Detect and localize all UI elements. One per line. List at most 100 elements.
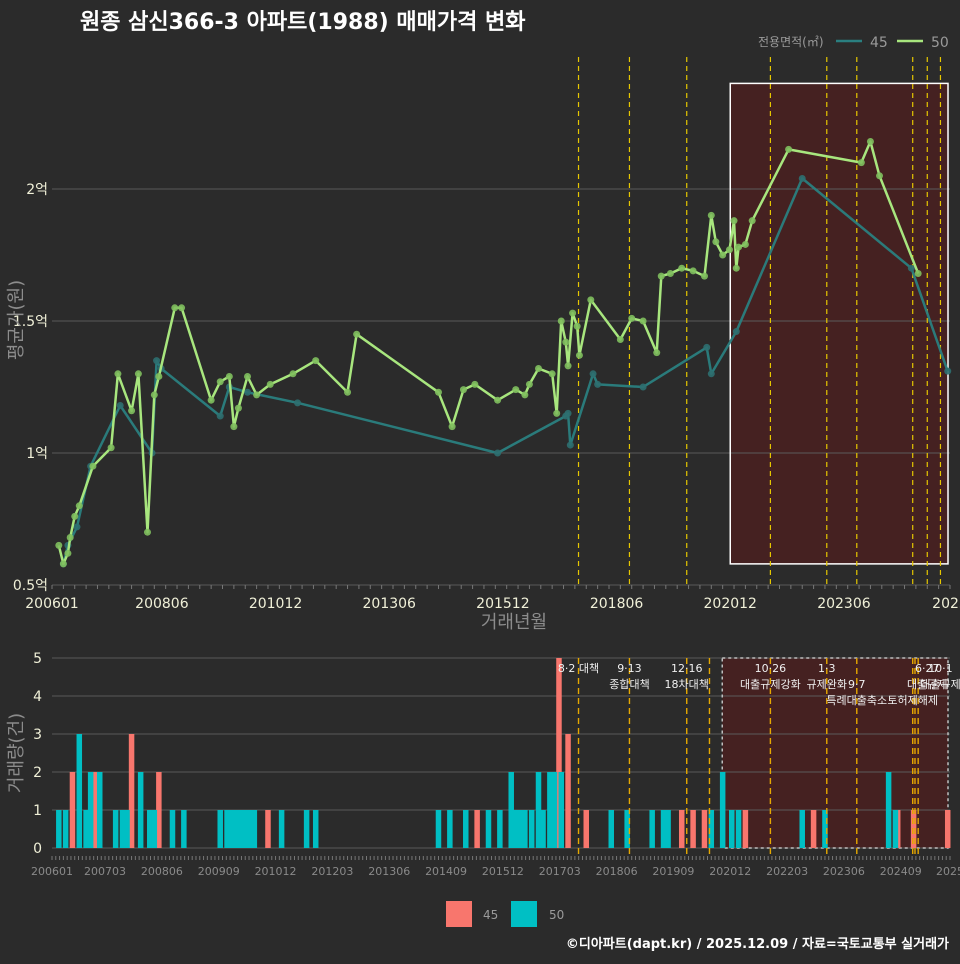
volume-bar-50: [799, 810, 805, 848]
data-point-50: [448, 423, 456, 431]
volume-bar-50: [508, 772, 514, 848]
data-point-50: [128, 407, 136, 415]
policy-annotation: 토허제해제: [887, 693, 938, 707]
volume-bar-50: [892, 810, 899, 848]
data-point-50: [71, 512, 79, 520]
data-point-50: [725, 246, 733, 254]
policy-annotation: 10·26: [755, 662, 787, 675]
legend-label-50: 50: [931, 35, 949, 51]
data-point-45: [732, 328, 740, 336]
data-point-50: [114, 370, 122, 378]
data-point-50: [857, 159, 865, 167]
volume-bar-50: [151, 810, 158, 848]
volume-bar-50: [547, 772, 553, 848]
data-point-45: [703, 343, 711, 351]
volume-bar-50: [119, 810, 126, 848]
volume-bar-50: [87, 772, 94, 848]
volume-bar-45: [810, 810, 817, 848]
x-tick-label: 201512: [476, 596, 529, 612]
data-point-50: [266, 380, 274, 388]
volume-bar-50: [224, 810, 230, 848]
bar-x-tick-label: 200909: [198, 865, 240, 878]
x-tick-label: 201012: [249, 596, 302, 612]
data-point-45: [116, 401, 124, 409]
legend-label-45: 45: [870, 35, 888, 51]
data-point-50: [525, 380, 533, 388]
bar-x-tick-label: 202409: [880, 865, 922, 878]
volume-bar-45: [128, 734, 135, 848]
bar-y-tick-label: 1: [33, 803, 42, 819]
legend-bar-label-45: 45: [483, 908, 498, 922]
volume-bar-50: [76, 734, 83, 848]
volume-bar-50: [278, 810, 285, 848]
bar-x-tick-label: 201512: [482, 865, 524, 878]
bar-x-tick-label: 200601: [31, 865, 73, 878]
data-point-50: [573, 322, 581, 330]
data-point-50: [700, 272, 708, 280]
volume-bar-50: [124, 810, 130, 848]
legend-bar-swatch-50: [511, 901, 537, 927]
data-point-50: [562, 338, 570, 346]
volume-bar-50: [147, 810, 153, 848]
data-point-45: [564, 409, 572, 417]
bar-y-tick-label: 5: [33, 651, 42, 667]
volume-bar-50: [719, 772, 726, 848]
data-point-50: [434, 388, 442, 396]
data-point-50: [557, 317, 565, 325]
volume-bar-50: [513, 810, 519, 848]
legend-bar-label-50: 50: [549, 908, 564, 922]
volume-bar-45: [92, 772, 98, 848]
volume-bar-50: [242, 810, 248, 848]
volume-bar-50: [649, 810, 655, 848]
data-point-50: [564, 362, 572, 370]
data-point-50: [535, 365, 543, 373]
x-tick-label: 200601: [25, 596, 78, 612]
data-point-45: [294, 399, 302, 407]
x-tick-label: 202012: [704, 596, 757, 612]
volume-bar-50: [517, 810, 524, 848]
data-point-45: [73, 523, 81, 531]
volume-bar-45: [265, 810, 271, 848]
data-point-45: [907, 264, 915, 272]
bar-highlight-border: [721, 657, 949, 849]
data-point-50: [653, 349, 661, 357]
bar-x-tick-label: 201306: [368, 865, 410, 878]
bar-highlight-region: [722, 658, 948, 848]
bar-x-tick-label: 201909: [652, 865, 694, 878]
bar-x-tick-label: 201806: [596, 865, 638, 878]
volume-bar-50: [535, 772, 542, 848]
volume-bar-50: [463, 810, 469, 848]
data-point-50: [494, 396, 502, 404]
volume-bar-50: [885, 772, 892, 848]
data-point-50: [134, 370, 142, 378]
data-point-45: [589, 370, 597, 378]
volume-bar-50: [137, 772, 144, 848]
bar-y-tick-label: 2: [33, 765, 42, 781]
volume-bar-50: [624, 810, 630, 848]
data-point-50: [207, 396, 215, 404]
y-tick-label: 1억: [26, 446, 48, 462]
data-point-50: [741, 240, 749, 248]
x-tick-label: 2025: [932, 596, 960, 612]
bar-x-tick-label: 202012: [709, 865, 751, 878]
data-point-50: [471, 380, 479, 388]
volume-bar-50: [112, 810, 119, 848]
data-point-50: [587, 296, 595, 304]
bar-y-axis-title: 거래량(건): [6, 713, 27, 793]
volume-bar-50: [729, 810, 735, 848]
policy-annotation: 12·16: [671, 662, 703, 675]
data-point-50: [244, 372, 252, 380]
data-point-50: [150, 391, 158, 399]
volume-bar-45: [701, 810, 708, 848]
data-point-50: [866, 137, 874, 145]
volume-bar-50: [435, 810, 442, 848]
policy-annotation: 10·1: [928, 662, 953, 675]
volume-bar-50: [181, 810, 187, 848]
bar-x-tick-label: 201703: [539, 865, 581, 878]
data-point-50: [230, 423, 238, 431]
bar-x-tick-label: 200806: [141, 865, 183, 878]
data-point-50: [59, 560, 67, 568]
x-tick-label: 202306: [817, 596, 871, 612]
data-point-50: [719, 251, 727, 259]
volume-bar-50: [735, 810, 742, 848]
